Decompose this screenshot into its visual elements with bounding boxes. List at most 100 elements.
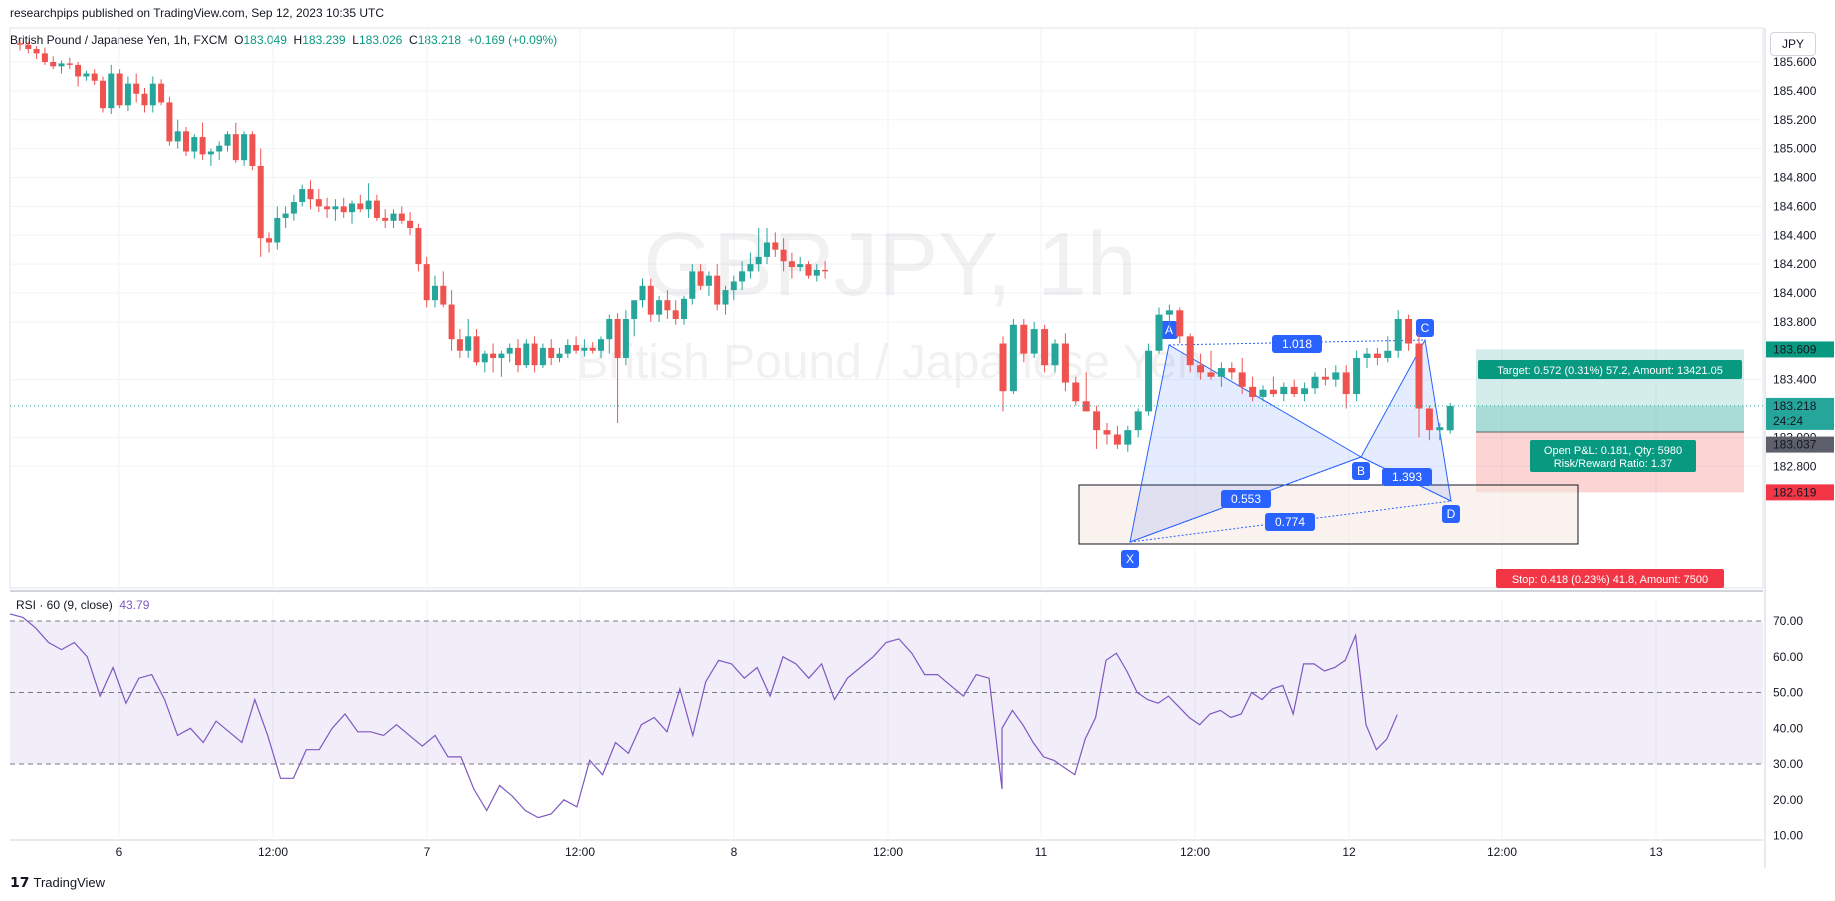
point-d[interactable]: D bbox=[1442, 505, 1460, 523]
rsi-tick-label: 20.00 bbox=[1773, 793, 1803, 807]
candle-body bbox=[100, 80, 106, 109]
candle-body bbox=[656, 300, 663, 315]
candle-body bbox=[1207, 372, 1215, 377]
time-tick-label: 7 bbox=[424, 845, 431, 859]
point-a[interactable]: A bbox=[1160, 321, 1178, 339]
candle-body bbox=[813, 269, 820, 276]
candle-body bbox=[1145, 350, 1153, 412]
price-tick-label: 185.200 bbox=[1773, 113, 1817, 127]
candle-body bbox=[340, 206, 347, 213]
candle-body bbox=[797, 264, 804, 268]
point-x-bg bbox=[1121, 550, 1139, 568]
candle-body bbox=[58, 63, 65, 67]
candle-body bbox=[357, 203, 364, 210]
point-c-text: C bbox=[1421, 321, 1430, 335]
candle-body bbox=[1321, 376, 1329, 380]
close-label: C bbox=[409, 33, 418, 47]
price-tick-label: 184.600 bbox=[1773, 199, 1817, 213]
candle-body bbox=[315, 199, 322, 207]
point-b[interactable]: B bbox=[1352, 462, 1370, 480]
ratio-bc[interactable]: 1.393 bbox=[1382, 468, 1432, 486]
candle-body bbox=[1436, 427, 1444, 431]
rsi-pane: 70.00 60.00 50.00 40.00 30.00 20.00 10.00 bbox=[9, 613, 1803, 843]
candle-body bbox=[730, 281, 737, 291]
candle-body bbox=[33, 49, 40, 54]
harmonic-pattern[interactable]: A X B C D 0.553 1.018 1.393 0.774 bbox=[1121, 319, 1460, 568]
candle-body bbox=[1124, 430, 1132, 445]
rsi-value: 43.79 bbox=[119, 598, 150, 612]
ratio-line-bd bbox=[1360, 456, 1452, 502]
time-tick-label: 11 bbox=[1035, 845, 1048, 859]
ratio-xad-bg bbox=[1265, 513, 1315, 531]
candle-body bbox=[539, 347, 546, 366]
target-label[interactable]: Target: 0.572 (0.31%) 57.2, Amount: 1342… bbox=[1478, 360, 1742, 379]
ratio-xab-text: 0.553 bbox=[1231, 492, 1261, 506]
candle-body bbox=[548, 347, 555, 358]
candle-body bbox=[564, 344, 571, 354]
candle-body bbox=[788, 261, 795, 268]
candle-body bbox=[365, 200, 372, 210]
current-price-label-bg bbox=[1766, 397, 1834, 430]
time-tick-label: 12:00 bbox=[258, 845, 288, 859]
candle-body bbox=[473, 336, 480, 363]
open-pnl-label-bg bbox=[1530, 440, 1696, 472]
candle-body bbox=[448, 304, 455, 340]
stop-label[interactable]: Stop: 0.418 (0.23%) 41.8, Amount: 7500 bbox=[1496, 569, 1724, 588]
candle-body bbox=[1113, 434, 1121, 445]
symbol-legend: British Pound / Japanese Yen, 1h, FXCM O… bbox=[10, 33, 557, 47]
rsi-legend[interactable]: RSI · 60 (9, close) 43.79 bbox=[16, 598, 149, 612]
price-tick-label: 184.800 bbox=[1773, 171, 1817, 185]
candle-body bbox=[722, 290, 729, 305]
low-label: L bbox=[352, 33, 359, 47]
point-c[interactable]: C bbox=[1416, 319, 1434, 337]
ratio-ac[interactable]: 1.018 bbox=[1272, 335, 1322, 353]
ratio-bc-text: 1.393 bbox=[1392, 470, 1422, 484]
current-price-label-countdown: 24:24 bbox=[1773, 414, 1803, 428]
rsi-tick-label: 40.00 bbox=[1773, 721, 1803, 735]
candle-body bbox=[1373, 353, 1381, 358]
candle-body bbox=[133, 83, 140, 94]
currency-button[interactable]: JPY bbox=[1770, 32, 1816, 56]
close-value: 183.218 bbox=[417, 33, 462, 47]
point-d-text: D bbox=[1447, 507, 1456, 521]
price-tick-label: 185.400 bbox=[1773, 84, 1817, 98]
ratio-bc-bg bbox=[1382, 468, 1432, 486]
low-value: 183.026 bbox=[358, 33, 403, 47]
candle-body bbox=[681, 298, 687, 319]
candle-body bbox=[515, 347, 521, 366]
candle-body bbox=[149, 83, 156, 106]
candle-body bbox=[249, 134, 256, 166]
candle-body bbox=[41, 53, 48, 62]
candle-body bbox=[25, 44, 32, 50]
candle-body bbox=[174, 131, 181, 142]
time-tick-label: 13 bbox=[1649, 845, 1663, 859]
candle-body bbox=[1072, 382, 1080, 402]
point-c-bg bbox=[1416, 319, 1434, 337]
point-x[interactable]: X bbox=[1121, 550, 1139, 568]
candle-body bbox=[1155, 314, 1163, 351]
target-label-text: Target: 0.572 (0.31%) 57.2, Amount: 1342… bbox=[1497, 365, 1723, 377]
candle-body bbox=[1197, 365, 1205, 373]
open-pnl-zone[interactable] bbox=[1476, 405, 1744, 433]
ratio-xad[interactable]: 0.774 bbox=[1265, 513, 1315, 531]
rectangle-drawing[interactable] bbox=[1078, 484, 1579, 545]
candle-body bbox=[382, 217, 389, 221]
footer: 𝟭𝟳 TradingView bbox=[10, 874, 105, 891]
position-zones[interactable] bbox=[1078, 349, 1744, 545]
ratio-xab-bg bbox=[1221, 490, 1271, 508]
rsi-tick-label: 70.00 bbox=[1773, 614, 1803, 628]
candle-body bbox=[124, 83, 131, 106]
candle-body bbox=[999, 343, 1007, 392]
rsi-title: RSI · 60 (9, close) bbox=[16, 598, 113, 612]
candle-body bbox=[274, 217, 281, 243]
candle-body bbox=[83, 73, 90, 77]
ratio-xab[interactable]: 0.553 bbox=[1221, 490, 1271, 508]
candle-body bbox=[747, 264, 754, 272]
point-a-text: A bbox=[1165, 323, 1173, 337]
candle-body bbox=[639, 285, 646, 301]
candle-body bbox=[432, 285, 438, 301]
target-label-bg bbox=[1478, 360, 1742, 379]
main-pane-frame bbox=[9, 27, 1764, 589]
